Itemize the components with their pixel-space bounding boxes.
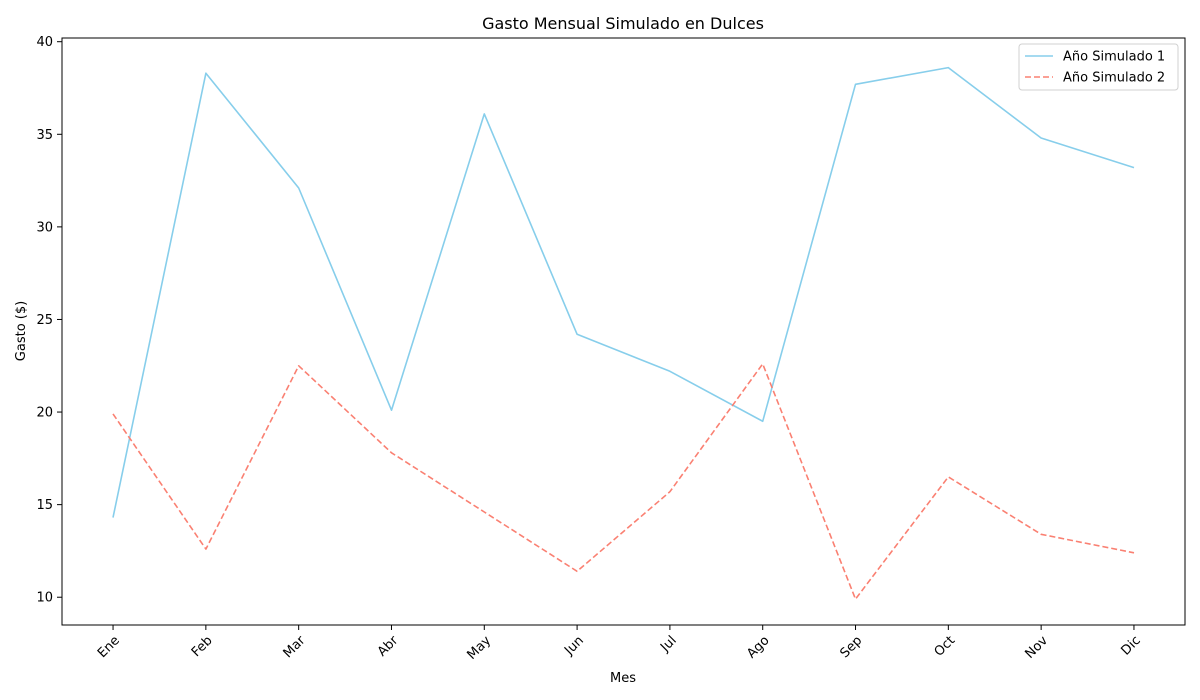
x-tick-label: Oct <box>932 633 959 660</box>
y-tick-label: 10 <box>36 591 53 606</box>
x-axis-label: Mes <box>610 671 636 686</box>
y-tick-label: 40 <box>36 35 53 50</box>
y-tick-label: 30 <box>36 220 53 235</box>
x-tick-label: Jul <box>657 633 679 655</box>
y-tick-label: 15 <box>36 498 53 513</box>
series-line-2 <box>112 363 1135 600</box>
x-tick-label: Abr <box>375 633 402 660</box>
x-tick-label: Jun <box>561 633 587 659</box>
legend-entry: Año Simulado 1 <box>1063 50 1165 65</box>
y-tick-label: 35 <box>36 128 53 143</box>
chart-title: Gasto Mensual Simulado en Dulces <box>482 14 764 33</box>
legend-entry: Año Simulado 2 <box>1063 71 1165 86</box>
legend: Año Simulado 1 Año Simulado 2 <box>1018 43 1179 91</box>
plot-area: 10 15 20 25 30 35 40 Ene Feb Mar Abr May Jun Jul Ago Se… <box>36 35 1186 663</box>
y-tick-label: 20 <box>36 406 53 421</box>
x-tick-label: Mar <box>281 633 309 661</box>
x-tick-label: Ene <box>95 633 123 661</box>
x-tick-label: Feb <box>189 633 216 660</box>
legend-box <box>1018 43 1179 91</box>
x-tick-label: May <box>464 633 494 663</box>
y-axis-label: Gasto ($) <box>14 301 29 361</box>
plot-frame <box>61 37 1186 626</box>
series-line-1 <box>112 66 1135 518</box>
y-tick-label: 25 <box>36 313 53 328</box>
x-tick-label: Nov <box>1022 633 1051 662</box>
x-tick-label: Dic <box>1118 633 1143 658</box>
x-tick-label: Sep <box>837 633 865 661</box>
x-tick-label: Ago <box>744 633 772 661</box>
